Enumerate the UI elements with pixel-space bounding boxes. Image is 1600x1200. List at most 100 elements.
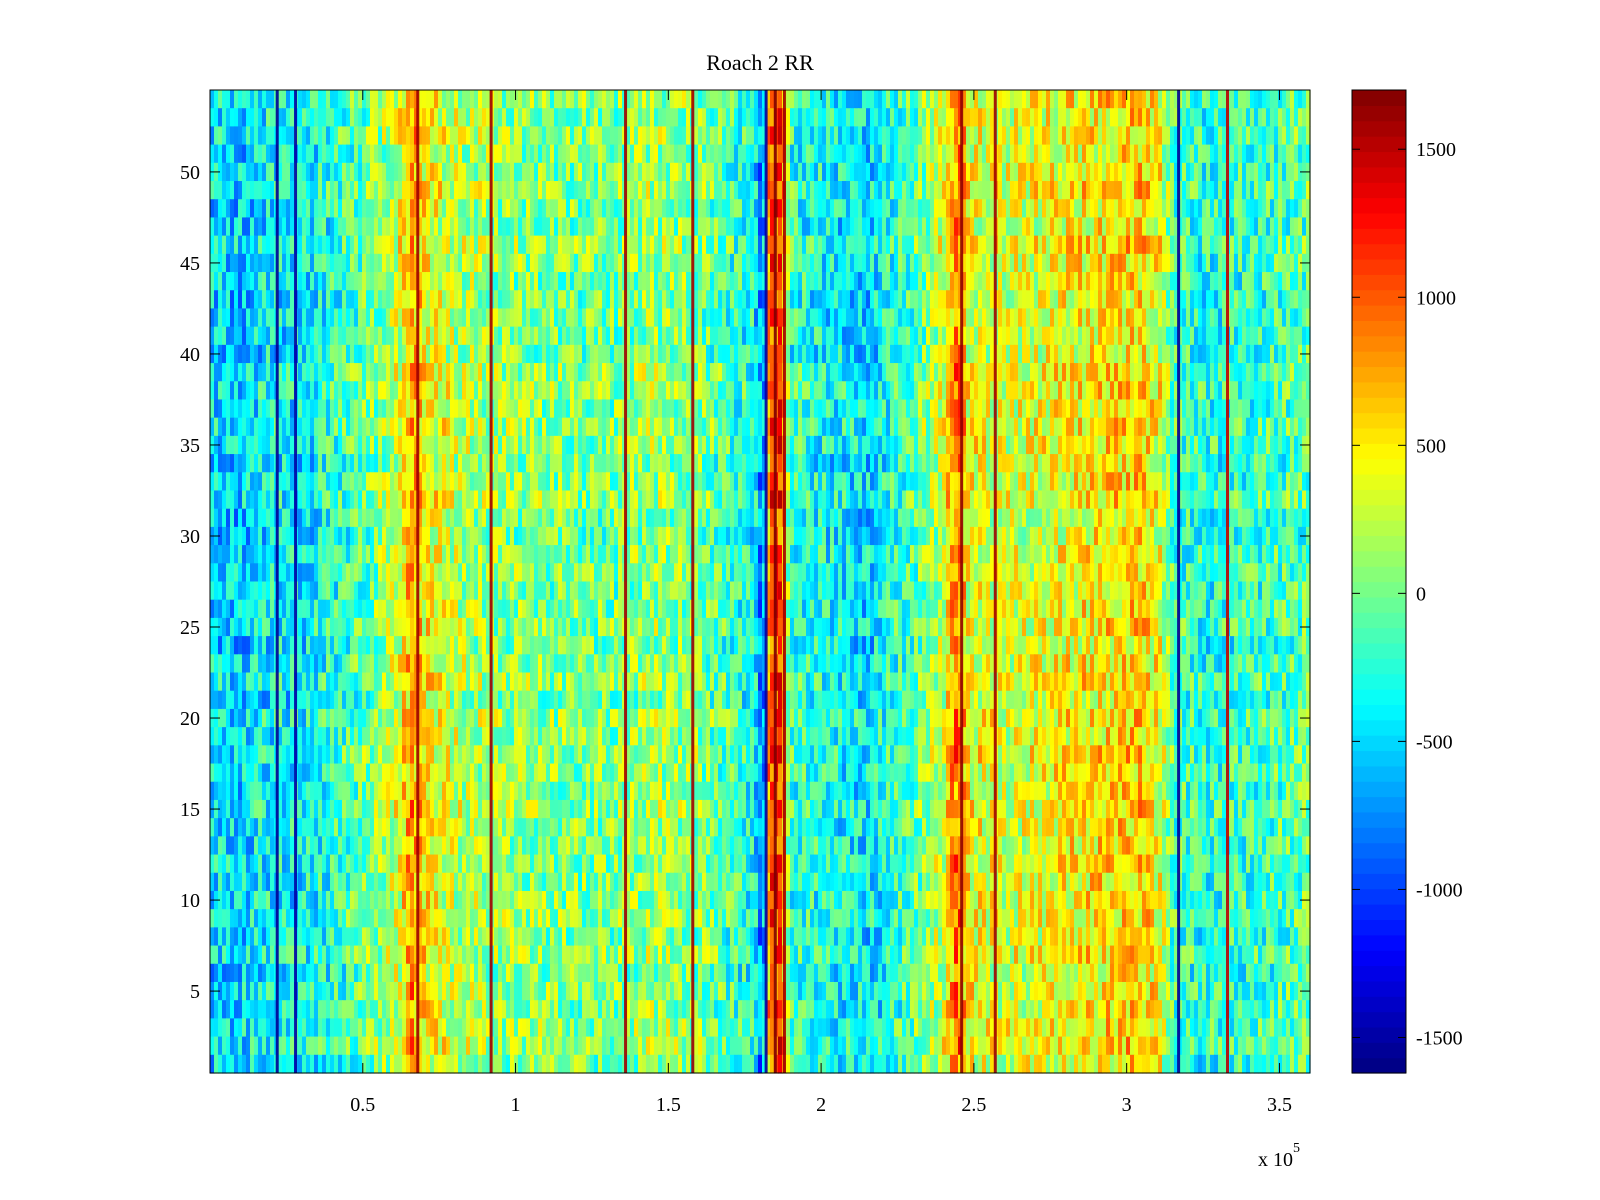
heatmap-cell — [1058, 272, 1063, 291]
heatmap-cell — [734, 290, 739, 310]
heatmap-cell — [770, 108, 775, 127]
heatmap-cell — [998, 108, 1003, 127]
heatmap-cell — [518, 144, 523, 164]
heatmap-cell — [786, 162, 791, 182]
heatmap-cell — [430, 126, 435, 146]
heatmap-cell — [238, 417, 243, 437]
heatmap-cell — [794, 308, 799, 328]
heatmap-cell — [882, 108, 887, 127]
heatmap-cell — [554, 235, 559, 255]
heatmap-cell — [266, 235, 271, 255]
heatmap-cell — [730, 126, 735, 146]
heatmap-cell — [398, 199, 403, 219]
heatmap-cell — [1282, 162, 1287, 182]
heatmap-cell — [470, 235, 475, 255]
heatmap-cell — [310, 181, 315, 200]
heatmap-cell — [950, 308, 955, 328]
heatmap-cell — [366, 181, 371, 200]
heatmap-cell — [270, 344, 275, 364]
heatmap-cell — [638, 126, 643, 146]
heatmap-cell — [1262, 399, 1267, 419]
heatmap-cell — [522, 290, 527, 310]
heatmap-cell — [374, 108, 379, 127]
heatmap-cell — [694, 272, 699, 291]
heatmap-cell — [914, 344, 919, 364]
heatmap-cell — [1138, 108, 1143, 127]
heatmap-cell — [1182, 144, 1187, 164]
heatmap-cell — [382, 144, 387, 164]
heatmap-cell — [286, 253, 291, 273]
heatmap-cell — [330, 181, 335, 200]
heatmap-cell — [778, 399, 783, 419]
heatmap-cell — [670, 181, 675, 200]
heatmap-cell — [682, 144, 687, 164]
heatmap-cell — [1142, 326, 1147, 346]
heatmap-cell — [1138, 90, 1143, 109]
heatmap-cell — [534, 399, 539, 419]
heatmap-cell — [498, 126, 503, 146]
heatmap-cell — [874, 344, 879, 364]
heatmap-cell — [1138, 308, 1143, 328]
heatmap-cell — [486, 144, 491, 164]
heatmap-cell — [878, 308, 883, 328]
heatmap-cell — [1150, 162, 1155, 182]
heatmap-cell — [1114, 235, 1119, 255]
heatmap-cell — [310, 381, 315, 401]
heatmap-cell — [238, 326, 243, 346]
heatmap-cell — [678, 217, 683, 237]
heatmap-cell — [694, 363, 699, 382]
heatmap-cell — [362, 108, 367, 127]
heatmap-cell — [630, 344, 635, 364]
heatmap-cell — [862, 381, 867, 401]
heatmap-cell — [462, 253, 467, 273]
heatmap-cell — [974, 344, 979, 364]
heatmap-cell — [962, 181, 967, 200]
heatmap-cell — [630, 90, 635, 109]
heatmap-cell — [1022, 162, 1027, 182]
heatmap-cell — [338, 217, 343, 237]
heatmap-cell — [858, 344, 863, 364]
heatmap-cell — [506, 162, 511, 182]
heatmap-cell — [1158, 308, 1163, 328]
heatmap-cell — [1134, 253, 1139, 273]
heatmap-cell — [686, 217, 691, 237]
heatmap-cell — [842, 199, 847, 219]
heatmap-cell — [674, 144, 679, 164]
heatmap-cell — [1262, 217, 1267, 237]
heatmap-cell — [846, 272, 851, 291]
heatmap-cell — [954, 399, 959, 419]
heatmap-cell — [570, 381, 575, 401]
heatmap-cell — [1010, 326, 1015, 346]
heatmap-cell — [834, 144, 839, 164]
heatmap-cell — [306, 199, 311, 219]
heatmap-cell — [794, 344, 799, 364]
heatmap-cell — [594, 344, 599, 364]
heatmap-cell — [1178, 126, 1183, 146]
heatmap-cell — [702, 381, 707, 401]
heatmap-cell — [598, 144, 603, 164]
heatmap-cell — [1002, 399, 1007, 419]
heatmap-cell — [262, 162, 267, 182]
heatmap-cell — [1062, 126, 1067, 146]
heatmap-cell — [770, 199, 775, 219]
heatmap-cell — [862, 217, 867, 237]
heatmap-cell — [590, 217, 595, 237]
heatmap-cell — [810, 90, 815, 109]
heatmap-cell — [238, 290, 243, 310]
heatmap-cell — [1242, 326, 1247, 346]
heatmap-cell — [722, 363, 727, 382]
heatmap-cell — [926, 181, 931, 200]
heatmap-cell — [434, 144, 439, 164]
heatmap-cell — [610, 308, 615, 328]
heatmap-cell — [778, 290, 783, 310]
heatmap-cell — [302, 181, 307, 200]
heatmap-cell — [654, 217, 659, 237]
heatmap-cell — [978, 399, 983, 419]
heatmap-cell — [1082, 399, 1087, 419]
heatmap-cell — [278, 399, 283, 419]
heatmap-cell — [318, 144, 323, 164]
heatmap-cell — [1230, 126, 1235, 146]
heatmap-cell — [858, 381, 863, 401]
heatmap-cell — [514, 399, 519, 419]
heatmap-cell — [230, 90, 235, 109]
